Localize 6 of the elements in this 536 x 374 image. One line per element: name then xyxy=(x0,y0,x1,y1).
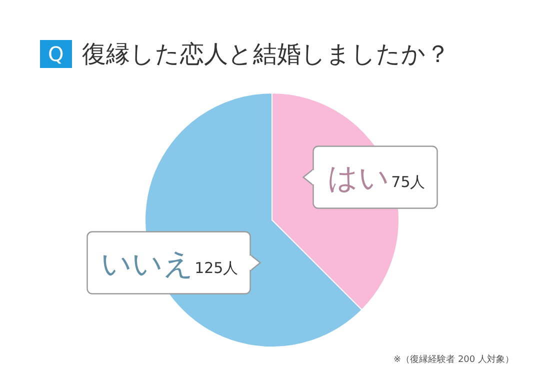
chart-title: Q 復縁した恋人と結婚しましたか？ xyxy=(47,39,450,70)
slice-label: はい xyxy=(327,161,390,196)
slice-label: いいえ xyxy=(101,246,194,282)
data-label: 75人 xyxy=(391,173,426,192)
text: ※（復縁経験者 200 人対象） xyxy=(394,354,514,366)
data-label: 125人 xyxy=(194,258,238,277)
